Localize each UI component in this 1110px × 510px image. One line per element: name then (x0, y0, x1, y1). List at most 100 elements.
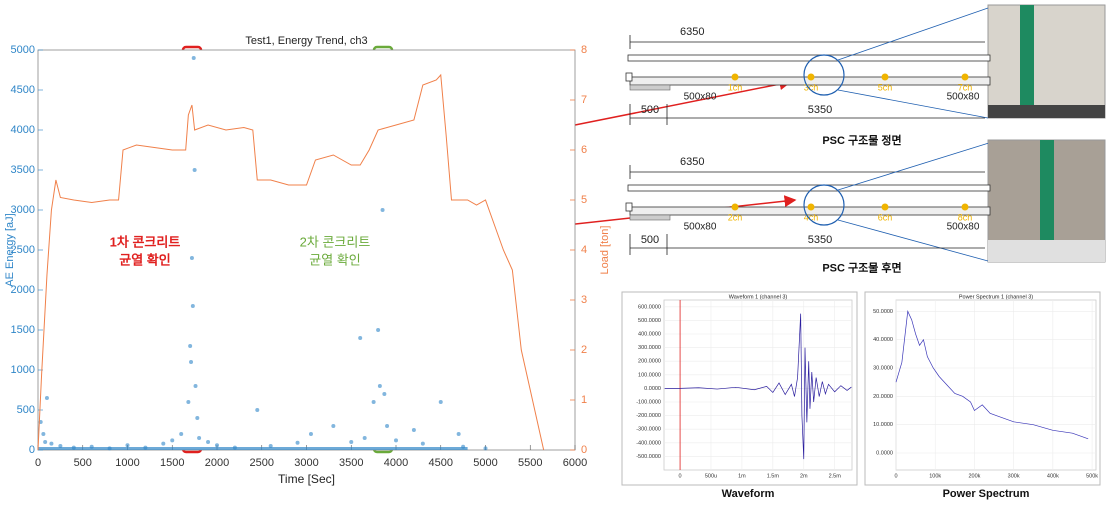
x-tick-label: 3500 (339, 457, 363, 469)
annotation: 균열 확인 (119, 252, 170, 267)
support (629, 214, 671, 221)
point (420, 441, 425, 446)
point (193, 384, 198, 388)
support (629, 84, 671, 91)
y-tick-label: 0 (29, 444, 35, 456)
sensor (961, 203, 969, 211)
point (125, 443, 130, 448)
y2-tick-label: 5 (581, 194, 587, 206)
annotation: 2차 콘크리트 (300, 234, 371, 249)
y-tick-label: 100.0000 (638, 372, 661, 378)
beam-top (627, 54, 991, 62)
series-line (664, 313, 852, 460)
y-tick-label: -400.0000 (636, 440, 661, 446)
y-tick-label: 5000 (11, 44, 35, 56)
point (376, 328, 381, 332)
plot-area (37, 49, 576, 451)
chart-title: Waveform 1 (channel 3) (729, 294, 788, 300)
point (362, 436, 367, 440)
y-tick-label: 3500 (11, 164, 35, 176)
point (483, 446, 488, 451)
callout-line (837, 142, 989, 191)
sensor (807, 203, 815, 211)
section-label: 500x80 (684, 92, 717, 103)
x-tick-label: 1m (738, 473, 746, 479)
callout-line (837, 89, 989, 119)
dimension-label: 500 (641, 104, 659, 116)
y2-tick-label: 7 (581, 94, 587, 106)
section-label: 500x80 (684, 222, 717, 233)
channel-label: 8ch (958, 212, 973, 222)
x-tick-label: 2000 (205, 457, 229, 469)
point (456, 432, 461, 436)
y-tick-label: 0.0000 (876, 450, 893, 456)
y-tick-label: 200.0000 (638, 359, 661, 365)
x-tick-label: 500u (705, 473, 717, 479)
point (255, 408, 260, 412)
point (188, 344, 193, 348)
sensor (881, 73, 889, 81)
channel-label: 6ch (878, 212, 893, 222)
y-tick-label: -300.0000 (636, 427, 661, 433)
dimension-label: 5350 (808, 234, 832, 246)
x-axis-label: Time [Sec] (278, 472, 335, 486)
y-tick-label: 300.0000 (638, 345, 661, 351)
section-label: 500x80 (947, 92, 980, 103)
point (215, 443, 219, 448)
dimension-label: 6350 (680, 26, 704, 38)
point (411, 428, 416, 432)
x-tick-label: 4500 (429, 457, 453, 469)
chart-title: Test1, Energy Trend, ch3 (245, 35, 367, 47)
chart: Waveform 1 (channel 3) 0 500u 1m 1.5m 2m 2.5m 6… (636, 294, 853, 500)
y-axis-label: AE Energy [aJ] (4, 213, 16, 286)
x-tick-label: 0 (679, 473, 682, 479)
sensor (731, 203, 739, 211)
x-tick-label: 500 (74, 457, 92, 469)
y-tick-label: -100.0000 (636, 399, 661, 405)
y2-tick-label: 8 (581, 44, 587, 56)
channel-label: 1ch (728, 82, 743, 92)
annotation: 균열 확인 (309, 252, 360, 267)
y-tick-label: 500 (17, 404, 35, 416)
x-tick-label: 1.5m (767, 473, 780, 479)
y2-tick-label: 6 (581, 144, 587, 156)
section-label: 500x80 (947, 222, 980, 233)
x-tick-label: 400k (1047, 473, 1059, 479)
x-tick-label: 6000 (563, 457, 587, 469)
photo-detail (1020, 5, 1034, 105)
x-tick-label: 2.5m (829, 473, 842, 479)
diagram-caption: PSC 구조물 후면 (822, 260, 901, 274)
point (308, 432, 313, 436)
sensor (807, 73, 815, 81)
point (206, 440, 211, 444)
dimension-label: 500 (641, 234, 659, 246)
y-tick-label: 2000 (11, 284, 35, 296)
point (438, 400, 443, 404)
baseline-points (38, 447, 468, 450)
point (295, 440, 300, 445)
sensor (731, 73, 739, 81)
dimension-label: 5350 (808, 104, 832, 116)
point (43, 440, 48, 444)
channel-label: 3ch (804, 82, 819, 92)
photo-detail (988, 105, 1105, 118)
y-tick-label: 0.0000 (644, 386, 661, 392)
point (380, 208, 385, 212)
plot-area (895, 299, 1097, 471)
series-line (37, 73, 545, 451)
photo (987, 4, 1106, 119)
y2-tick-label: 4 (581, 244, 587, 256)
channel-label: 4ch (804, 212, 819, 222)
point (186, 400, 191, 404)
y-tick-label: 4500 (11, 84, 35, 96)
point (189, 256, 194, 260)
point (192, 168, 197, 172)
point (49, 441, 54, 446)
x-tick-label: 0 (894, 473, 897, 479)
x-tick-label: 300k (1008, 473, 1020, 479)
x-tick-label: 200k (968, 473, 980, 479)
x-tick-label: 5000 (473, 457, 497, 469)
x-tick-label: 0 (35, 457, 41, 469)
dimension-label: 6350 (680, 156, 704, 168)
